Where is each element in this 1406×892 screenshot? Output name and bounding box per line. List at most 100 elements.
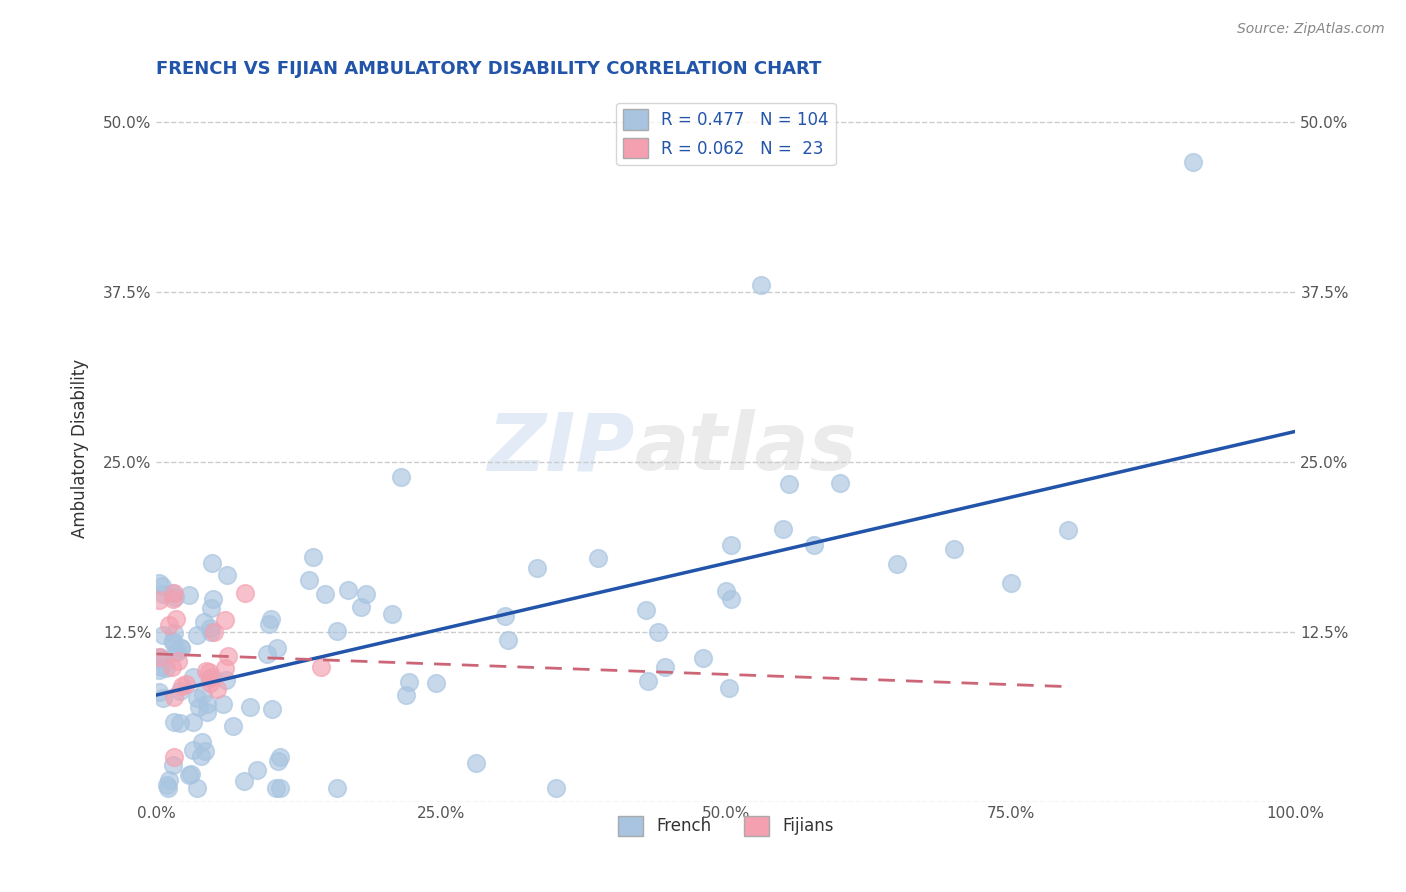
Point xyxy=(163,690,186,704)
Point xyxy=(336,582,359,597)
Text: ZIP: ZIP xyxy=(488,409,636,487)
Point xyxy=(148,593,170,607)
Point xyxy=(198,621,221,635)
Point xyxy=(496,633,519,648)
Point xyxy=(202,624,225,639)
Point xyxy=(381,607,404,622)
Point xyxy=(149,649,172,664)
Point xyxy=(157,618,180,632)
Point xyxy=(389,469,412,483)
Point xyxy=(163,749,186,764)
Point xyxy=(354,587,377,601)
Point xyxy=(186,690,208,705)
Point xyxy=(150,660,173,674)
Point xyxy=(636,602,658,616)
Point xyxy=(190,748,212,763)
Point xyxy=(217,648,239,663)
Point xyxy=(269,780,291,795)
Point xyxy=(217,568,239,582)
Point xyxy=(326,624,349,638)
Point xyxy=(169,716,191,731)
Point xyxy=(169,684,191,698)
Point xyxy=(186,780,208,795)
Point xyxy=(166,645,188,659)
Point xyxy=(198,671,221,685)
Text: FRENCH VS FIJIAN AMBULATORY DISABILITY CORRELATION CHART: FRENCH VS FIJIAN AMBULATORY DISABILITY C… xyxy=(156,60,823,78)
Point xyxy=(155,661,177,675)
Point xyxy=(162,758,184,772)
Point xyxy=(201,670,224,684)
Point xyxy=(157,780,180,795)
Point xyxy=(195,697,218,711)
Point xyxy=(148,575,170,590)
Point xyxy=(214,613,236,627)
Point xyxy=(148,651,170,665)
Point xyxy=(174,677,197,691)
Point xyxy=(942,542,965,557)
Point xyxy=(544,780,567,795)
Point xyxy=(148,663,170,677)
Point xyxy=(262,701,284,715)
Legend: French, Fijians: French, Fijians xyxy=(612,809,841,843)
Point xyxy=(181,714,204,729)
Point xyxy=(152,587,174,601)
Point xyxy=(148,685,170,699)
Point xyxy=(148,649,170,664)
Point xyxy=(212,697,235,711)
Point xyxy=(191,687,214,701)
Point xyxy=(191,735,214,749)
Point xyxy=(162,635,184,649)
Point xyxy=(181,669,204,683)
Point xyxy=(239,700,262,714)
Point xyxy=(256,647,278,661)
Point xyxy=(1181,155,1204,169)
Point xyxy=(200,624,222,639)
Point xyxy=(165,612,187,626)
Point xyxy=(886,558,908,572)
Point xyxy=(778,476,800,491)
Point xyxy=(720,538,742,552)
Point xyxy=(717,681,740,695)
Point xyxy=(201,556,224,570)
Point xyxy=(720,591,742,606)
Point xyxy=(259,617,281,632)
Point xyxy=(193,615,215,629)
Point xyxy=(197,665,219,680)
Point xyxy=(269,749,291,764)
Point xyxy=(170,679,193,693)
Point xyxy=(150,579,173,593)
Point xyxy=(162,634,184,648)
Point xyxy=(260,612,283,626)
Point xyxy=(202,591,225,606)
Point xyxy=(195,664,218,678)
Point xyxy=(167,654,190,668)
Point xyxy=(188,700,211,714)
Point xyxy=(177,768,200,782)
Point xyxy=(152,690,174,705)
Point xyxy=(637,673,659,688)
Point xyxy=(163,714,186,729)
Point xyxy=(246,763,269,777)
Point xyxy=(395,688,418,702)
Point xyxy=(160,660,183,674)
Point xyxy=(163,591,186,605)
Point xyxy=(266,641,288,656)
Point xyxy=(298,574,321,588)
Text: atlas: atlas xyxy=(636,409,858,487)
Point xyxy=(170,640,193,655)
Point xyxy=(163,586,186,600)
Point xyxy=(200,676,222,690)
Text: Source: ZipAtlas.com: Source: ZipAtlas.com xyxy=(1237,22,1385,37)
Point xyxy=(222,719,245,733)
Point xyxy=(302,550,325,565)
Point xyxy=(828,476,851,491)
Point xyxy=(654,659,676,673)
Point xyxy=(215,673,238,687)
Point xyxy=(526,561,548,575)
Point xyxy=(803,538,825,552)
Point xyxy=(214,661,236,675)
Point xyxy=(264,780,287,795)
Point xyxy=(180,767,202,781)
Point xyxy=(267,754,290,768)
Point xyxy=(169,641,191,656)
